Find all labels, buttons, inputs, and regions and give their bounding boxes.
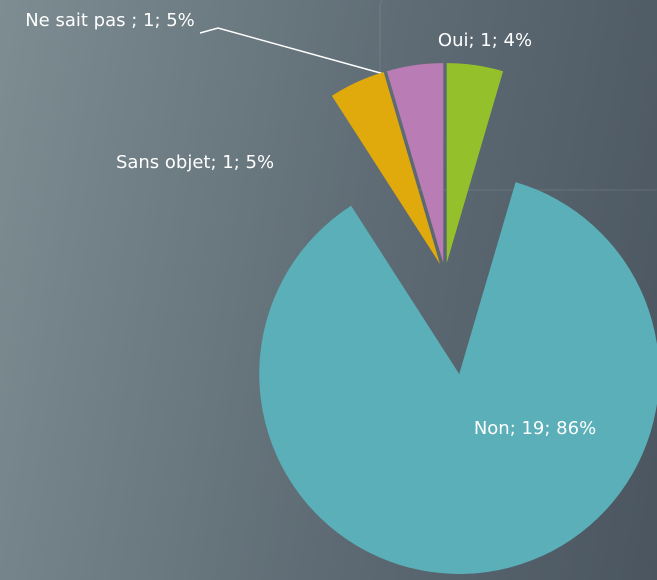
pie-slice [386,63,444,264]
pie-slice [331,72,441,265]
data-label: Oui; 1; 4% [437,30,533,51]
pie-slice [446,63,504,264]
data-label: Ne sait pas ; 1; 5% [25,10,195,31]
pie-slice [259,182,657,574]
leader-line [199,27,385,75]
data-label: Non; 19; 86% [473,418,597,439]
data-label: Sans objet; 1; 5% [115,152,275,173]
